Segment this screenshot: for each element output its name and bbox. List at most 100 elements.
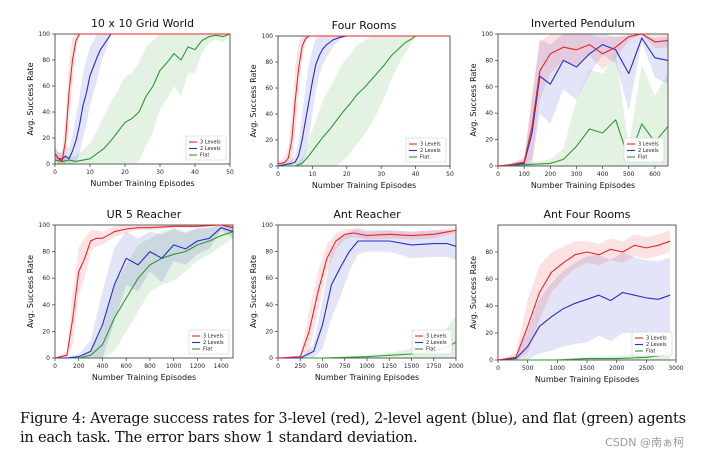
y-tick-label: 20	[265, 137, 273, 144]
y-axis-label: Avg. Success Rate	[249, 64, 258, 137]
chart-panel-6: Ant Four Rooms 0 500 1000 1500 2000 2500 3000 0 2…	[469, 208, 684, 384]
x-axis-label: Number Training Episodes	[90, 179, 194, 188]
x-tick-label: 1500	[404, 363, 419, 370]
y-tick-label: 20	[485, 137, 493, 144]
std-band-3-levels	[278, 227, 456, 358]
series-line-3-levels	[497, 240, 671, 361]
y-tick-label: 80	[485, 57, 493, 64]
x-tick-label: 1750	[426, 363, 441, 370]
legend-label: 3 Levels	[200, 140, 221, 146]
x-tick-label: 600	[120, 363, 132, 370]
x-tick-label: 400	[597, 171, 609, 178]
x-tick-label: 800	[144, 363, 156, 370]
std-band-flat	[278, 36, 450, 166]
x-tick-label: 100	[518, 171, 530, 178]
x-tick-label: 500	[623, 171, 635, 178]
x-tick-label: 500	[522, 365, 534, 372]
panel-title: Ant Four Rooms	[543, 208, 630, 221]
x-tick-label: 30	[156, 169, 164, 176]
x-tick-label: 20	[121, 169, 129, 176]
x-tick-label: 20	[343, 171, 351, 178]
y-tick-label: 80	[485, 249, 493, 256]
legend-label: 3 Levels	[426, 334, 447, 340]
y-tick-label: 80	[42, 57, 50, 64]
y-tick-label: 100	[262, 222, 274, 229]
y-tick-label: 100	[482, 31, 494, 38]
y-tick-label: 40	[42, 302, 50, 309]
x-tick-label: 600	[649, 171, 661, 178]
y-tick-label: 60	[42, 275, 50, 282]
panel-title: UR 5 Reacher	[107, 208, 182, 221]
x-tick-label: 40	[191, 169, 199, 176]
legend-label: 3 Levels	[203, 334, 224, 340]
y-tick-label: 20	[485, 330, 493, 337]
legend-label: 2 Levels	[426, 340, 447, 346]
panel-title: 10 x 10 Grid World	[91, 17, 194, 30]
x-tick-label: 1400	[213, 363, 228, 370]
x-tick-label: 1000	[359, 363, 374, 370]
x-tick-label: 250	[295, 363, 307, 370]
x-tick-label: 30	[377, 171, 385, 178]
x-tick-label: 200	[73, 363, 85, 370]
y-tick-label: 40	[265, 302, 273, 309]
x-tick-label: 2000	[609, 365, 624, 372]
legend-label: 2 Levels	[420, 148, 441, 154]
y-tick-label: 100	[262, 33, 274, 40]
legend-label: Flat	[420, 155, 429, 161]
y-tick-label: 80	[42, 249, 50, 256]
series-line-3-levels	[54, 224, 234, 359]
y-tick-label: 60	[42, 83, 50, 90]
y-tick-label: 0	[269, 163, 273, 170]
y-tick-label: 60	[265, 85, 273, 92]
x-tick-label: 40	[412, 171, 420, 178]
y-tick-label: 60	[485, 276, 493, 283]
y-axis-label: Avg. Success Rate	[249, 255, 258, 328]
x-tick-label: 10	[309, 171, 317, 178]
x-tick-label: 2500	[639, 365, 654, 372]
y-axis-label: Avg. Success Rate	[26, 62, 35, 135]
y-tick-label: 80	[265, 249, 273, 256]
x-axis-label: Number Training Episodes	[315, 373, 419, 382]
chart-panel-1: 10 x 10 Grid World 0 10 20 30 40 50 0 20 40 60 80 10…	[26, 17, 234, 188]
panel-title: Inverted Pendulum	[531, 17, 635, 30]
std-band-3-levels	[55, 225, 233, 358]
chart-panel-2: Four Rooms 0 10 20 30 40 50 0 20 40 60 80 100 Number …	[249, 19, 454, 190]
series-line-2-levels	[278, 240, 457, 359]
legend-label: Flat	[203, 347, 212, 353]
y-axis-label: Avg. Success Rate	[26, 255, 35, 328]
figure-caption: Figure 4: Average success rates for 3-le…	[20, 411, 686, 446]
x-axis-label: Number Training Episodes	[312, 181, 416, 190]
std-band-2-levels	[55, 225, 233, 358]
std-band-flat	[498, 346, 671, 360]
series-line-flat	[497, 119, 669, 167]
panel-title: Four Rooms	[332, 19, 397, 32]
series-line-2-levels	[497, 291, 671, 361]
x-tick-label: 50	[226, 169, 234, 176]
legend-label: Flat	[426, 347, 435, 353]
y-tick-label: 0	[46, 161, 50, 168]
x-tick-label: 2000	[448, 363, 463, 370]
series-line-2-levels	[497, 37, 669, 167]
x-tick-label: 0	[53, 169, 57, 176]
x-tick-label: 300	[571, 171, 583, 178]
x-tick-label: 0	[53, 363, 57, 370]
y-tick-label: 20	[42, 135, 50, 142]
y-tick-label: 60	[485, 84, 493, 91]
y-tick-label: 40	[485, 110, 493, 117]
panel-title: Ant Reacher	[333, 208, 401, 221]
x-axis-label: Number Training Episodes	[535, 375, 639, 384]
legend-label: 2 Levels	[638, 148, 659, 154]
series-line-flat	[55, 231, 234, 359]
chart-panel-3: Inverted Pendulum 0 100 200 300 400 500 600 0 20 4…	[469, 17, 669, 190]
chart-panel-4: UR 5 Reacher 0 200 400 600 800 1000 1200 1400 0 20…	[26, 208, 234, 382]
series-line-2-levels	[55, 227, 234, 359]
legend-label: 3 Levels	[646, 336, 667, 342]
series-line-3-levels	[54, 33, 230, 162]
x-tick-label: 50	[446, 171, 454, 178]
legend-label: 3 Levels	[638, 142, 659, 148]
y-tick-label: 0	[46, 355, 50, 362]
x-tick-label: 200	[545, 171, 557, 178]
y-tick-label: 0	[489, 163, 493, 170]
std-band-3-levels	[498, 34, 668, 166]
x-tick-label: 1250	[382, 363, 397, 370]
